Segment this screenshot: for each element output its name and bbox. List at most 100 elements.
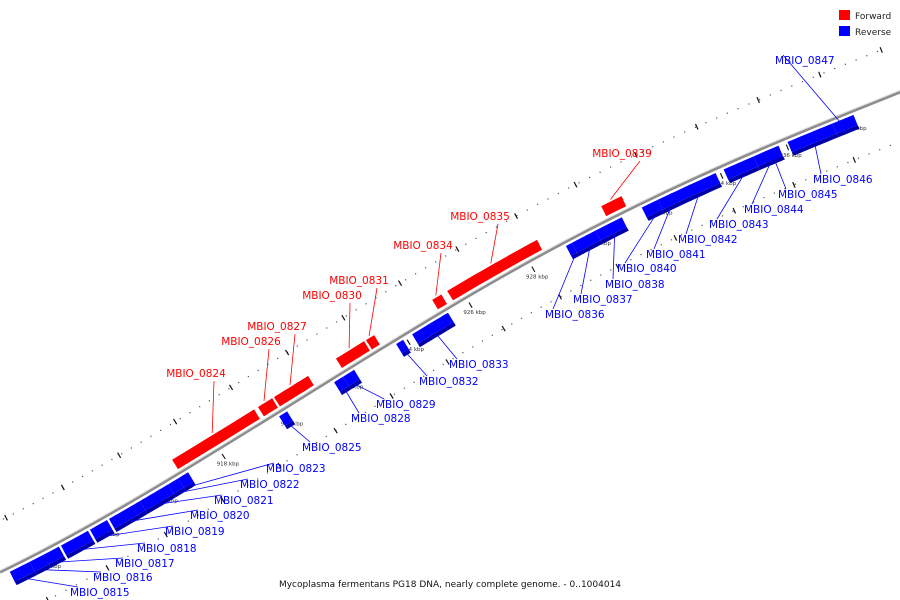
gene-leader bbox=[211, 380, 215, 434]
gene-leader bbox=[580, 248, 591, 295]
gene-body bbox=[279, 411, 293, 426]
gene-label[interactable]: MBIO_0847 bbox=[775, 55, 835, 67]
gene-leader bbox=[612, 235, 615, 280]
gene-arrow[interactable] bbox=[109, 501, 148, 532]
gene-label[interactable]: MBIO_0840 bbox=[617, 263, 677, 275]
tick-label: 926 kbp bbox=[463, 310, 486, 316]
gene-arrow[interactable] bbox=[601, 196, 627, 217]
gene-arrow[interactable] bbox=[447, 240, 543, 301]
gene-label[interactable]: MBIO_0830 bbox=[302, 290, 362, 302]
gene-body bbox=[670, 173, 721, 204]
gene-arrow[interactable] bbox=[336, 341, 370, 368]
gene-label[interactable]: MBIO_0816 bbox=[93, 572, 153, 584]
gene-leader bbox=[25, 578, 79, 588]
tick: 918 kbp bbox=[217, 453, 240, 467]
gene-label[interactable]: MBIO_0833 bbox=[449, 359, 509, 371]
gene-arrow[interactable] bbox=[258, 398, 278, 417]
gene-body bbox=[595, 217, 627, 241]
gene-body bbox=[89, 520, 113, 540]
gene-shade bbox=[600, 227, 629, 244]
gene-shade bbox=[836, 125, 860, 138]
gene-body bbox=[571, 230, 601, 253]
gene-label[interactable]: MBIO_0829 bbox=[376, 399, 436, 411]
gene-shade bbox=[662, 203, 679, 214]
gene-label[interactable]: MBIO_0838 bbox=[605, 279, 665, 291]
gene-label[interactable]: MBIO_0825 bbox=[302, 442, 362, 454]
gene-label[interactable]: MBIO_0834 bbox=[393, 240, 453, 252]
gene-body bbox=[641, 199, 663, 218]
gene-arrow[interactable] bbox=[432, 294, 447, 310]
gene-body bbox=[172, 409, 260, 470]
gene-label[interactable]: MBIO_0837 bbox=[573, 294, 633, 306]
gene-label[interactable]: MBIO_0839 bbox=[592, 148, 652, 160]
gene-leader bbox=[435, 252, 442, 296]
gene-arrow[interactable] bbox=[723, 156, 760, 183]
gene-body bbox=[140, 484, 174, 511]
tick-label: 934 kbp bbox=[714, 181, 737, 187]
gene-label[interactable]: MBIO_0817 bbox=[115, 558, 175, 570]
legend-reverse-label: Reverse bbox=[855, 28, 892, 38]
gene-leader bbox=[160, 494, 223, 505]
gene-label[interactable]: MBIO_0818 bbox=[137, 543, 197, 555]
gene-label[interactable]: MBIO_0842 bbox=[678, 234, 738, 246]
tick: 924 kbp bbox=[402, 339, 425, 353]
gene-label[interactable]: MBIO_0835 bbox=[450, 211, 510, 223]
gene-arrow[interactable] bbox=[641, 199, 665, 221]
gene-label[interactable]: MBIO_0821 bbox=[214, 495, 274, 507]
gene-label[interactable]: MBIO_0831 bbox=[329, 275, 389, 287]
gene-arrow[interactable] bbox=[832, 114, 860, 138]
gene-label[interactable]: MBIO_0844 bbox=[744, 204, 804, 216]
gene-leader bbox=[406, 352, 428, 377]
gene-arrow[interactable] bbox=[279, 411, 295, 430]
gene-label[interactable]: MBIO_0836 bbox=[545, 309, 605, 321]
gene-label[interactable]: MBIO_0843 bbox=[709, 219, 769, 231]
gene-leader bbox=[189, 462, 275, 487]
gene-leader bbox=[653, 208, 671, 250]
gene-body bbox=[432, 294, 447, 310]
gene-arrow[interactable] bbox=[274, 376, 314, 407]
gene-arrow[interactable] bbox=[178, 472, 196, 492]
gene-label[interactable]: MBIO_0832 bbox=[419, 376, 479, 388]
gene-body bbox=[9, 561, 35, 582]
gene-layer bbox=[9, 114, 860, 586]
gene-label[interactable]: MBIO_0822 bbox=[240, 479, 300, 491]
gene-arrow[interactable] bbox=[366, 335, 380, 350]
gene-label[interactable]: MBIO_0815 bbox=[70, 587, 130, 599]
gene-arrow[interactable] bbox=[657, 193, 679, 214]
gene-leader bbox=[80, 542, 146, 550]
tick: 928 kbp bbox=[526, 266, 549, 280]
gene-body bbox=[336, 341, 370, 368]
legend-forward-label: Forward bbox=[855, 12, 891, 22]
gene-label[interactable]: MBIO_0845 bbox=[778, 189, 838, 201]
gene-body bbox=[787, 123, 837, 153]
gene-leader bbox=[289, 424, 311, 443]
gene-label[interactable]: MBIO_0826 bbox=[221, 336, 281, 348]
gene-body bbox=[366, 335, 380, 350]
legend-reverse-swatch bbox=[839, 26, 850, 36]
gene-arrow[interactable] bbox=[595, 217, 629, 244]
gene-arrow[interactable] bbox=[565, 242, 580, 260]
gene-shade bbox=[646, 209, 665, 221]
gene-body bbox=[334, 376, 349, 392]
gene-arrow[interactable] bbox=[140, 484, 176, 514]
gene-label[interactable]: MBIO_0823 bbox=[266, 463, 326, 475]
gene-shade bbox=[183, 481, 196, 492]
gene-label[interactable]: MBIO_0841 bbox=[646, 249, 706, 261]
gene-arrow[interactable] bbox=[670, 173, 723, 208]
gene-arrow[interactable] bbox=[60, 530, 96, 559]
gene-body bbox=[178, 472, 194, 488]
gene-label[interactable]: MBIO_0828 bbox=[351, 413, 411, 425]
tick-label: 918 kbp bbox=[217, 461, 240, 467]
gene-label[interactable]: MBIO_0846 bbox=[813, 174, 873, 186]
gene-leader bbox=[782, 54, 849, 132]
gene-shade bbox=[571, 252, 580, 260]
tick-label: 928 kbp bbox=[526, 274, 549, 280]
gene-label[interactable]: MBIO_0824 bbox=[166, 368, 226, 380]
gene-body bbox=[60, 530, 94, 556]
gene-label[interactable]: MBIO_0820 bbox=[190, 510, 250, 522]
gene-label[interactable]: MBIO_0819 bbox=[165, 526, 225, 538]
gene-arrow[interactable] bbox=[172, 409, 260, 470]
backbone-highlight bbox=[0, 90, 900, 571]
tick: 936 kbp bbox=[779, 144, 802, 159]
gene-label[interactable]: MBIO_0827 bbox=[247, 321, 307, 333]
